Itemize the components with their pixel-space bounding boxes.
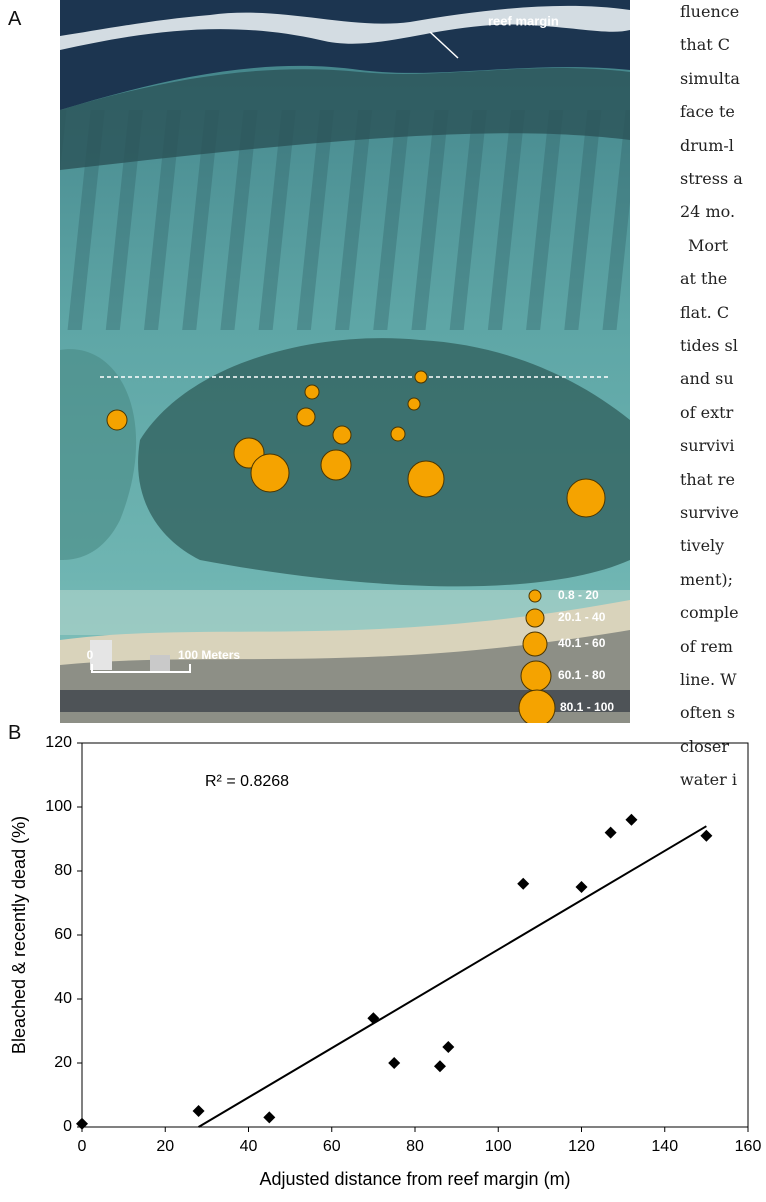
y-tick-label: 120	[45, 734, 72, 751]
point	[517, 878, 529, 890]
x-tick-label: 160	[735, 1138, 762, 1155]
point	[625, 814, 637, 826]
y-tick-label: 20	[54, 1054, 72, 1071]
text-line: of rem	[680, 637, 733, 656]
text-line: tides sl	[680, 336, 738, 355]
x-tick-label: 20	[156, 1138, 174, 1155]
x-tick-label: 140	[651, 1138, 678, 1155]
legend-label: 80.1 - 100	[560, 700, 614, 714]
text-line: that re	[680, 470, 735, 489]
text-line: comple	[680, 603, 739, 622]
x-tick-label: 120	[568, 1138, 595, 1155]
trendline	[199, 826, 707, 1127]
legend-label: 60.1 - 80	[558, 668, 606, 682]
y-tick-label: 80	[54, 862, 72, 879]
legend-label: 0.8 - 20	[558, 588, 599, 602]
point	[367, 1012, 379, 1024]
body-text: fluence that C simulta face te drum-l stress …	[680, 0, 766, 800]
text-line: simulta	[680, 69, 740, 88]
text-line: of extr	[680, 403, 733, 422]
legend-label: 20.1 - 40	[558, 610, 606, 624]
text-line: often s	[680, 703, 735, 722]
text-line: survivi	[680, 436, 734, 455]
annotation: R² = 0.8268	[205, 773, 289, 790]
plot-frame	[82, 743, 748, 1127]
x-tick-label: 60	[323, 1138, 341, 1155]
text-line: fluence	[680, 2, 739, 21]
text-line: 24 mo.	[680, 202, 735, 221]
scale-label: 100 Meters	[178, 648, 240, 662]
point	[388, 1057, 400, 1069]
text-line: tively	[680, 536, 724, 555]
text-line: stress a	[680, 169, 743, 188]
panel-label: A	[8, 8, 21, 31]
y-tick-label: 60	[54, 926, 72, 943]
x-tick-label: 80	[406, 1138, 424, 1155]
x-tick-label: 100	[485, 1138, 512, 1155]
legend-label: 40.1 - 60	[558, 636, 606, 650]
text-line: Mort	[688, 236, 728, 255]
text-line: flat. C	[680, 303, 729, 322]
x-tick-label: 0	[78, 1138, 87, 1155]
map-annotation: reef margin	[488, 13, 559, 28]
point	[605, 827, 617, 839]
scale-label: 0	[87, 648, 94, 662]
y-tick-label: 0	[63, 1118, 72, 1135]
text-line: survive	[680, 503, 739, 522]
point	[193, 1105, 205, 1117]
y-axis-label: Bleached & recently dead (%)	[9, 816, 29, 1054]
point	[263, 1111, 275, 1123]
text-line: drum-l	[680, 136, 734, 155]
point	[442, 1041, 454, 1053]
page: A B ree	[0, 0, 766, 1202]
scatter-chart: R² = 0.8268 Adjusted distance from reef …	[0, 722, 766, 1202]
y-tick-label: 40	[54, 990, 72, 1007]
text-line: ment);	[680, 570, 733, 589]
aerial-map: reef margin 0.8 - 20 20.1 - 40 40.1 - 60…	[60, 0, 630, 723]
point	[76, 1118, 88, 1130]
text-line: line. W	[680, 670, 737, 689]
point	[576, 881, 588, 893]
point	[434, 1060, 446, 1072]
x-tick-label: 40	[240, 1138, 258, 1155]
text-line: at the	[680, 269, 727, 288]
point	[700, 830, 712, 842]
x-axis-label: Adjusted distance from reef margin (m)	[259, 1169, 570, 1189]
text-line: and su	[680, 369, 734, 388]
y-tick-label: 100	[45, 798, 72, 815]
text-line: that C	[680, 35, 730, 54]
text-line: face te	[680, 102, 735, 121]
